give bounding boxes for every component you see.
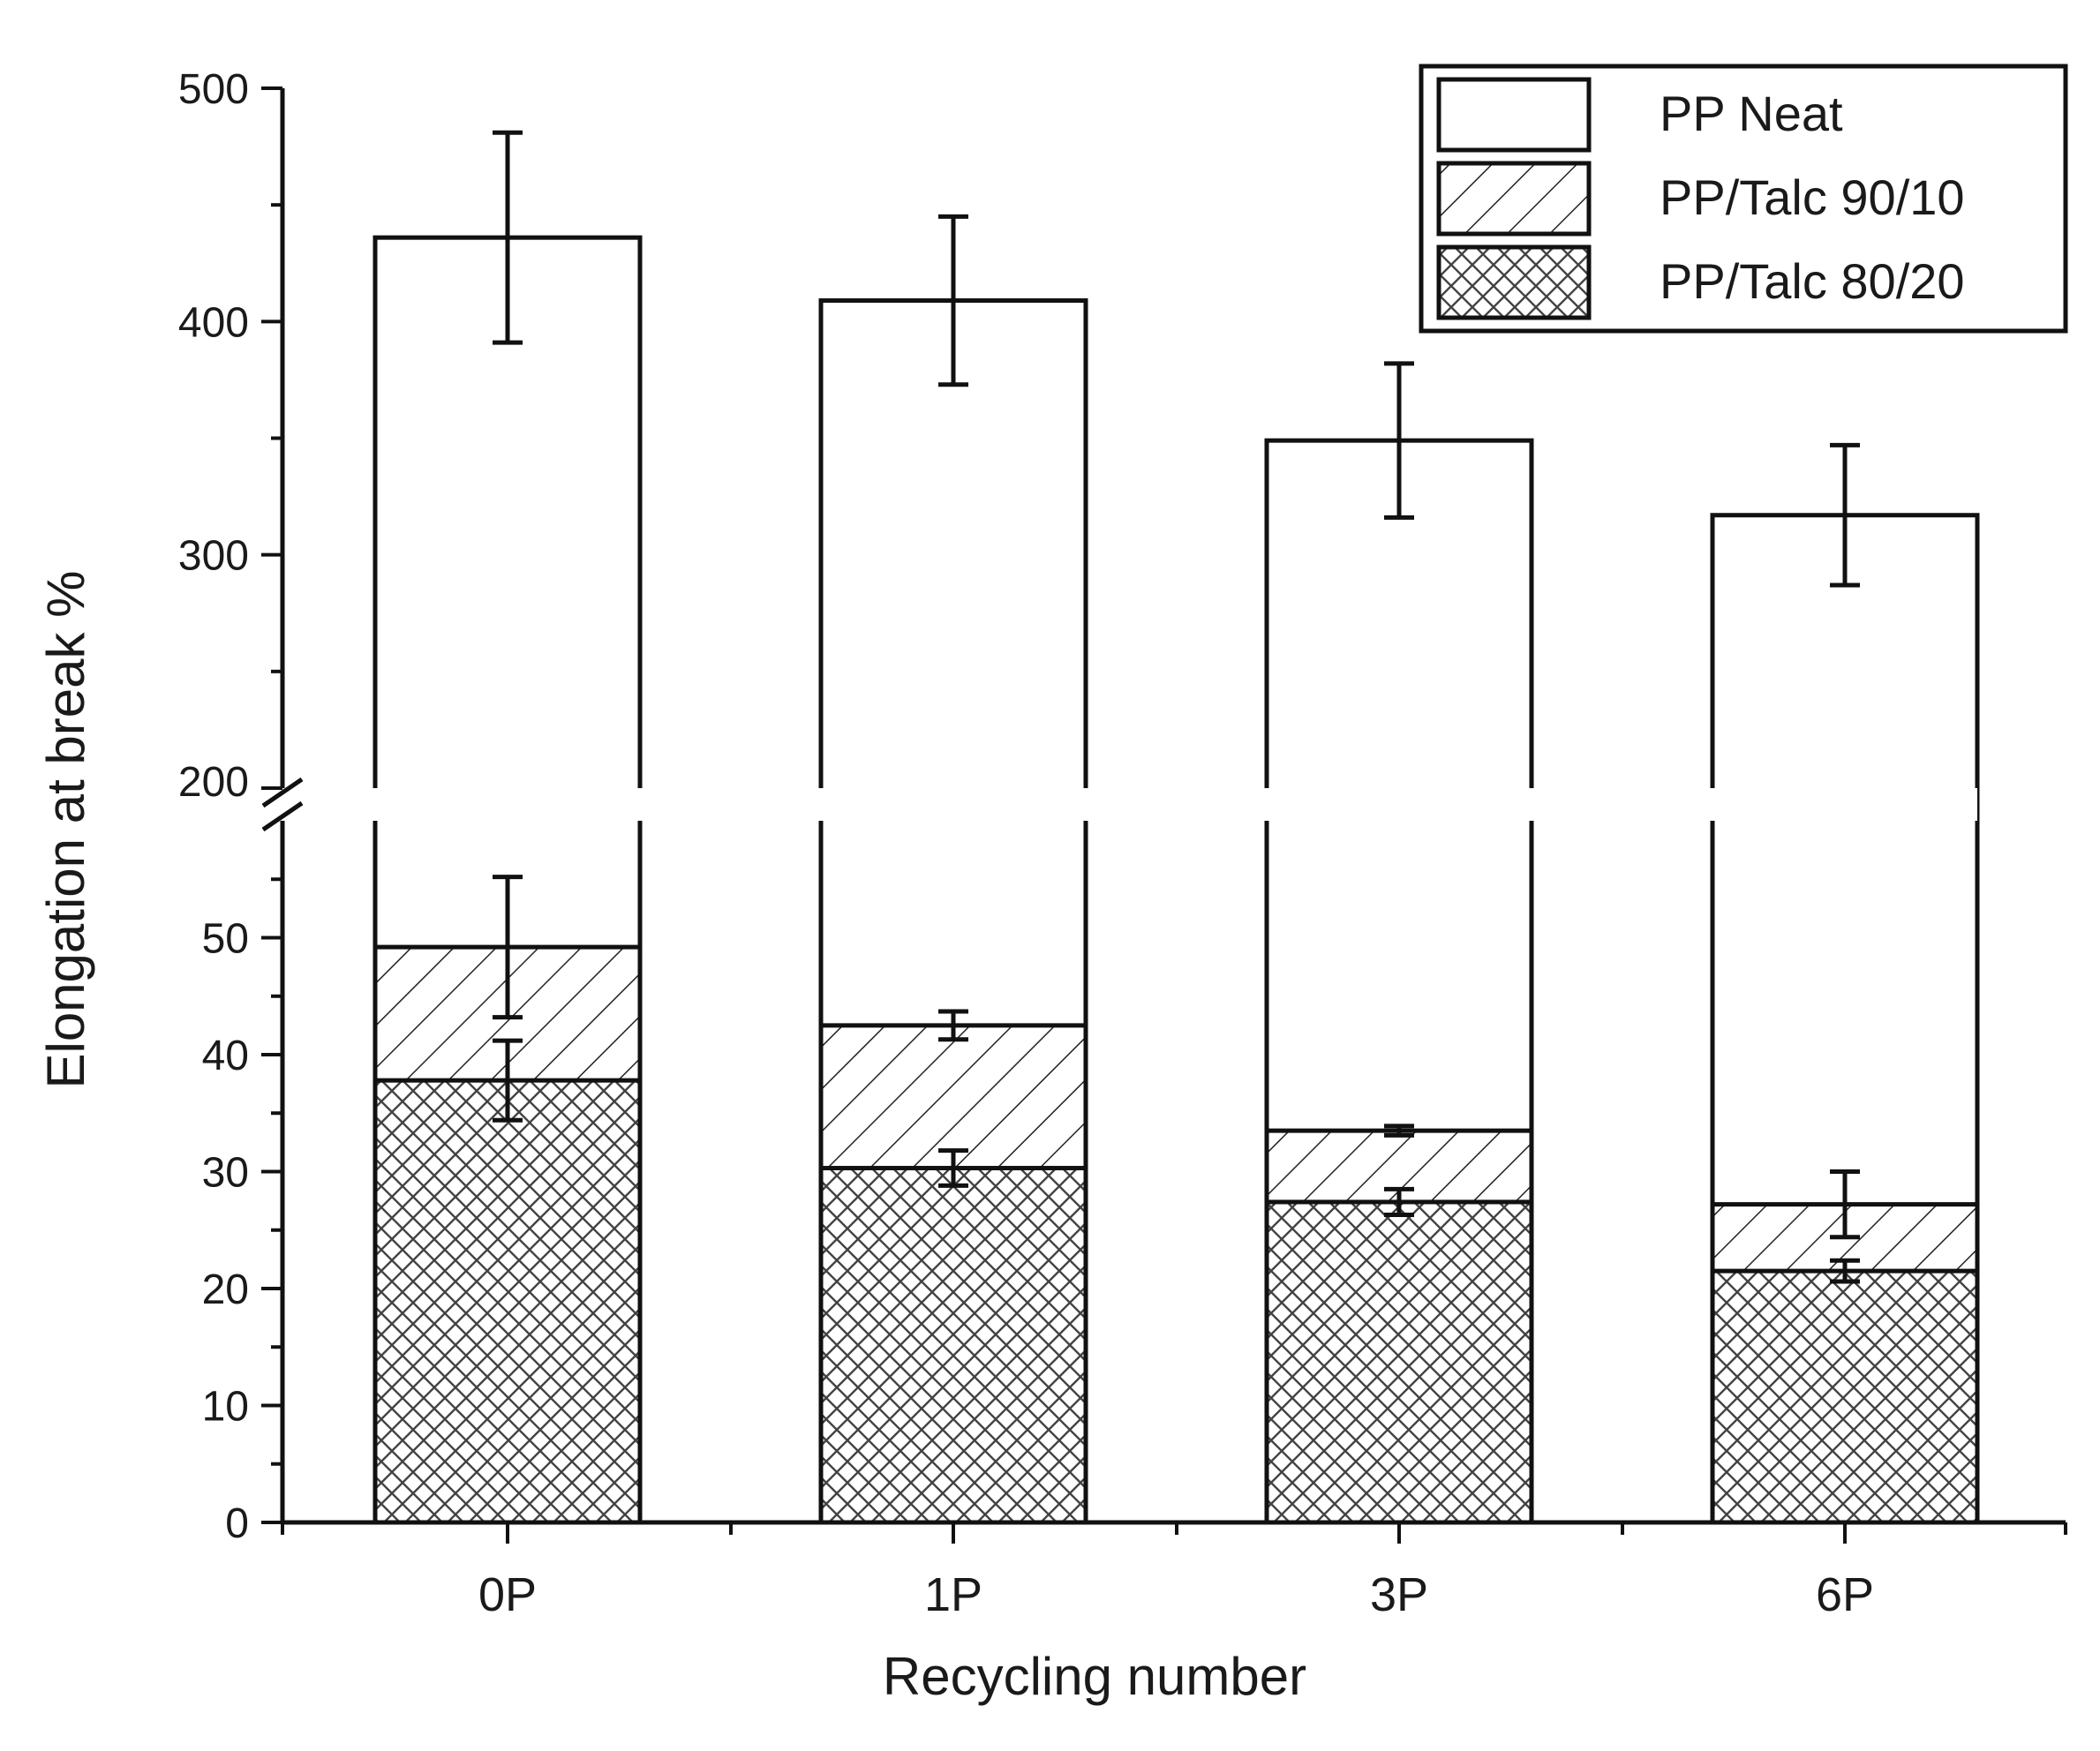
error-bar-pp-talc-80-20-1p bbox=[938, 1148, 968, 1188]
error-bar-pp-talc-80-20-6p bbox=[1830, 1258, 1860, 1284]
y-tick-label: 40 bbox=[202, 1033, 249, 1079]
x-tick-label: 6P bbox=[1816, 1568, 1874, 1621]
y-tick-label: 300 bbox=[178, 533, 249, 580]
legend: PP Neat PP/Talc 90/10 PP/Talc 80/20 bbox=[1419, 64, 2068, 334]
y-axis-title: Elongation at break % bbox=[36, 570, 95, 1088]
x-axis-title: Recycling number bbox=[883, 1647, 1306, 1706]
labels-layer: Recycling number Elongation at break % bbox=[36, 570, 1306, 1706]
legend-label: PP Neat bbox=[1660, 86, 1843, 141]
y-tick-label: 20 bbox=[202, 1266, 249, 1313]
error-bar-pp-talc-90-10-0p bbox=[493, 875, 523, 1020]
y-tick-label: 30 bbox=[202, 1150, 249, 1197]
error-bar-pp-talc-90-10-6p bbox=[1830, 1169, 1860, 1240]
bar-pp-talc-80-20-6p bbox=[1710, 1268, 1980, 1525]
error-bar-pp-neat-1p bbox=[938, 214, 968, 387]
x-tick-label: 1P bbox=[924, 1568, 982, 1621]
error-bar-pp-talc-80-20-3p bbox=[1384, 1186, 1414, 1218]
errorbars-layer bbox=[493, 130, 1860, 1284]
legend-label: PP/Talc 80/20 bbox=[1660, 253, 1965, 309]
bars-layer bbox=[256, 235, 1980, 1525]
y-tick-label: 50 bbox=[202, 916, 249, 963]
y-tick-label: 400 bbox=[178, 299, 249, 346]
error-bar-pp-talc-80-20-0p bbox=[493, 1038, 523, 1123]
bar-pp-talc-80-20-1p bbox=[818, 1166, 1088, 1525]
y-tick-label: 10 bbox=[202, 1384, 249, 1431]
legend-swatch-crosshatch bbox=[1436, 244, 1592, 320]
error-bar-pp-talc-90-10-3p bbox=[1384, 1123, 1414, 1138]
axis-break-mark bbox=[261, 800, 304, 832]
error-bar-pp-neat-0p bbox=[493, 130, 523, 345]
x-tick-label: 3P bbox=[1370, 1568, 1428, 1621]
bar-pp-talc-80-20-0p bbox=[373, 1078, 643, 1525]
legend-swatch-hatch bbox=[1436, 161, 1592, 237]
bar-pp-talc-80-20-3p bbox=[1264, 1199, 1534, 1525]
error-bar-pp-neat-3p bbox=[1384, 361, 1414, 520]
error-bar-pp-neat-6p bbox=[1830, 442, 1860, 588]
legend-swatch-none bbox=[1436, 77, 1592, 153]
legend-label: PP/Talc 90/10 bbox=[1660, 169, 1965, 225]
y-tick-label: 0 bbox=[225, 1500, 249, 1547]
y-tick-label: 200 bbox=[178, 759, 249, 806]
axis-break-gap bbox=[256, 788, 1977, 821]
axes-layer: 0P 1P 3P 6P 0 10 20 30 40 50 200 300 400 500 bbox=[178, 66, 2067, 1621]
axis-break-mark bbox=[261, 777, 304, 808]
y-tick-label: 500 bbox=[178, 66, 249, 113]
error-bar-pp-talc-90-10-1p bbox=[938, 1009, 968, 1042]
x-tick-label: 0P bbox=[478, 1568, 537, 1621]
